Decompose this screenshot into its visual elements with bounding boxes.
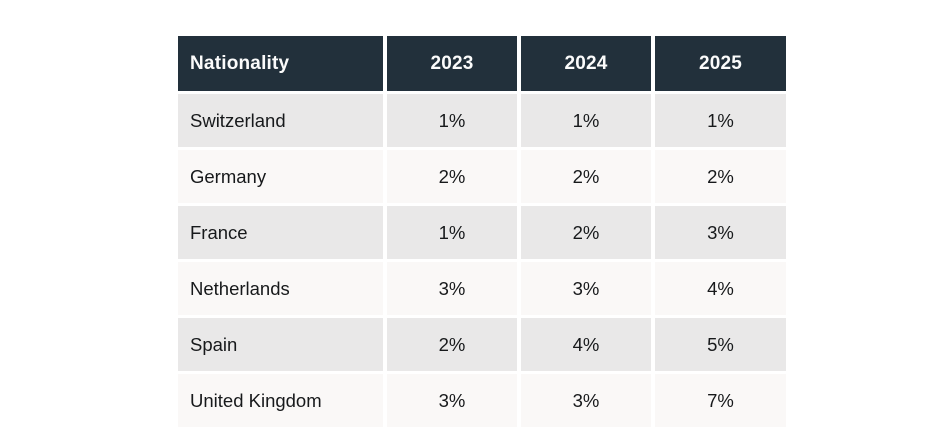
nationality-cell: Switzerland (178, 94, 383, 147)
value-cell: 3% (521, 374, 651, 427)
nationality-cell: Netherlands (178, 262, 383, 315)
nationality-cell: Spain (178, 318, 383, 371)
value-cell: 2% (655, 150, 786, 203)
nationality-cell: Germany (178, 150, 383, 203)
value-cell: 1% (521, 94, 651, 147)
value-cell: 2% (521, 206, 651, 259)
nationality-cell: France (178, 206, 383, 259)
value-cell: 4% (521, 318, 651, 371)
column-header-2024: 2024 (521, 36, 651, 91)
value-cell: 2% (387, 150, 517, 203)
nationality-percentage-table: Nationality 2023 2024 2025 Switzerland 1… (178, 36, 786, 427)
value-cell: 4% (655, 262, 786, 315)
value-cell: 2% (521, 150, 651, 203)
nationality-cell: United Kingdom (178, 374, 383, 427)
value-cell: 3% (655, 206, 786, 259)
value-cell: 1% (655, 94, 786, 147)
value-cell: 5% (655, 318, 786, 371)
value-cell: 3% (387, 262, 517, 315)
value-cell: 7% (655, 374, 786, 427)
table-grid: Nationality 2023 2024 2025 Switzerland 1… (178, 36, 786, 427)
value-cell: 1% (387, 206, 517, 259)
value-cell: 1% (387, 94, 517, 147)
column-header-nationality: Nationality (178, 36, 383, 91)
value-cell: 2% (387, 318, 517, 371)
column-header-2025: 2025 (655, 36, 786, 91)
column-header-2023: 2023 (387, 36, 517, 91)
value-cell: 3% (521, 262, 651, 315)
value-cell: 3% (387, 374, 517, 427)
